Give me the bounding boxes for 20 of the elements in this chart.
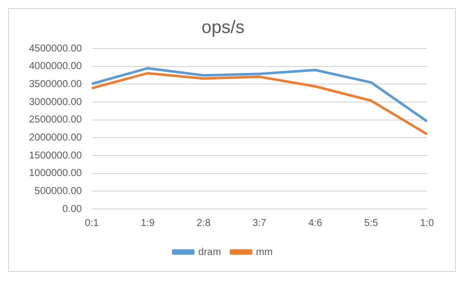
y-tick-label: 3500000.00 [28, 78, 82, 90]
y-tick-label: 4500000.00 [28, 43, 82, 54]
x-tick-label: 4:6 [308, 218, 323, 229]
legend-label: dram [198, 246, 222, 258]
legend-label: mm [256, 246, 273, 258]
y-tick-label: 3000000.00 [28, 96, 82, 108]
y-tick-label: 2000000.00 [28, 132, 82, 144]
chart-title: ops/s [201, 16, 245, 37]
y-tick-label: 4000000.00 [28, 61, 82, 72]
x-tick-label: 2:8 [196, 218, 211, 229]
x-tick-label: 3:7 [252, 218, 267, 229]
x-tick-label: 5:5 [364, 218, 379, 229]
y-tick-label: 1000000.00 [28, 168, 82, 180]
y-tick-label: 1500000.00 [28, 150, 82, 162]
x-tick-label: 1:9 [140, 218, 156, 229]
y-tick-label: 0.00 [62, 204, 82, 215]
x-tick-label: 1:0 [420, 218, 434, 229]
x-tick-label: 0:1 [84, 218, 100, 229]
y-tick-label: 500000.00 [34, 186, 82, 197]
y-tick-label: 2500000.00 [28, 114, 82, 126]
